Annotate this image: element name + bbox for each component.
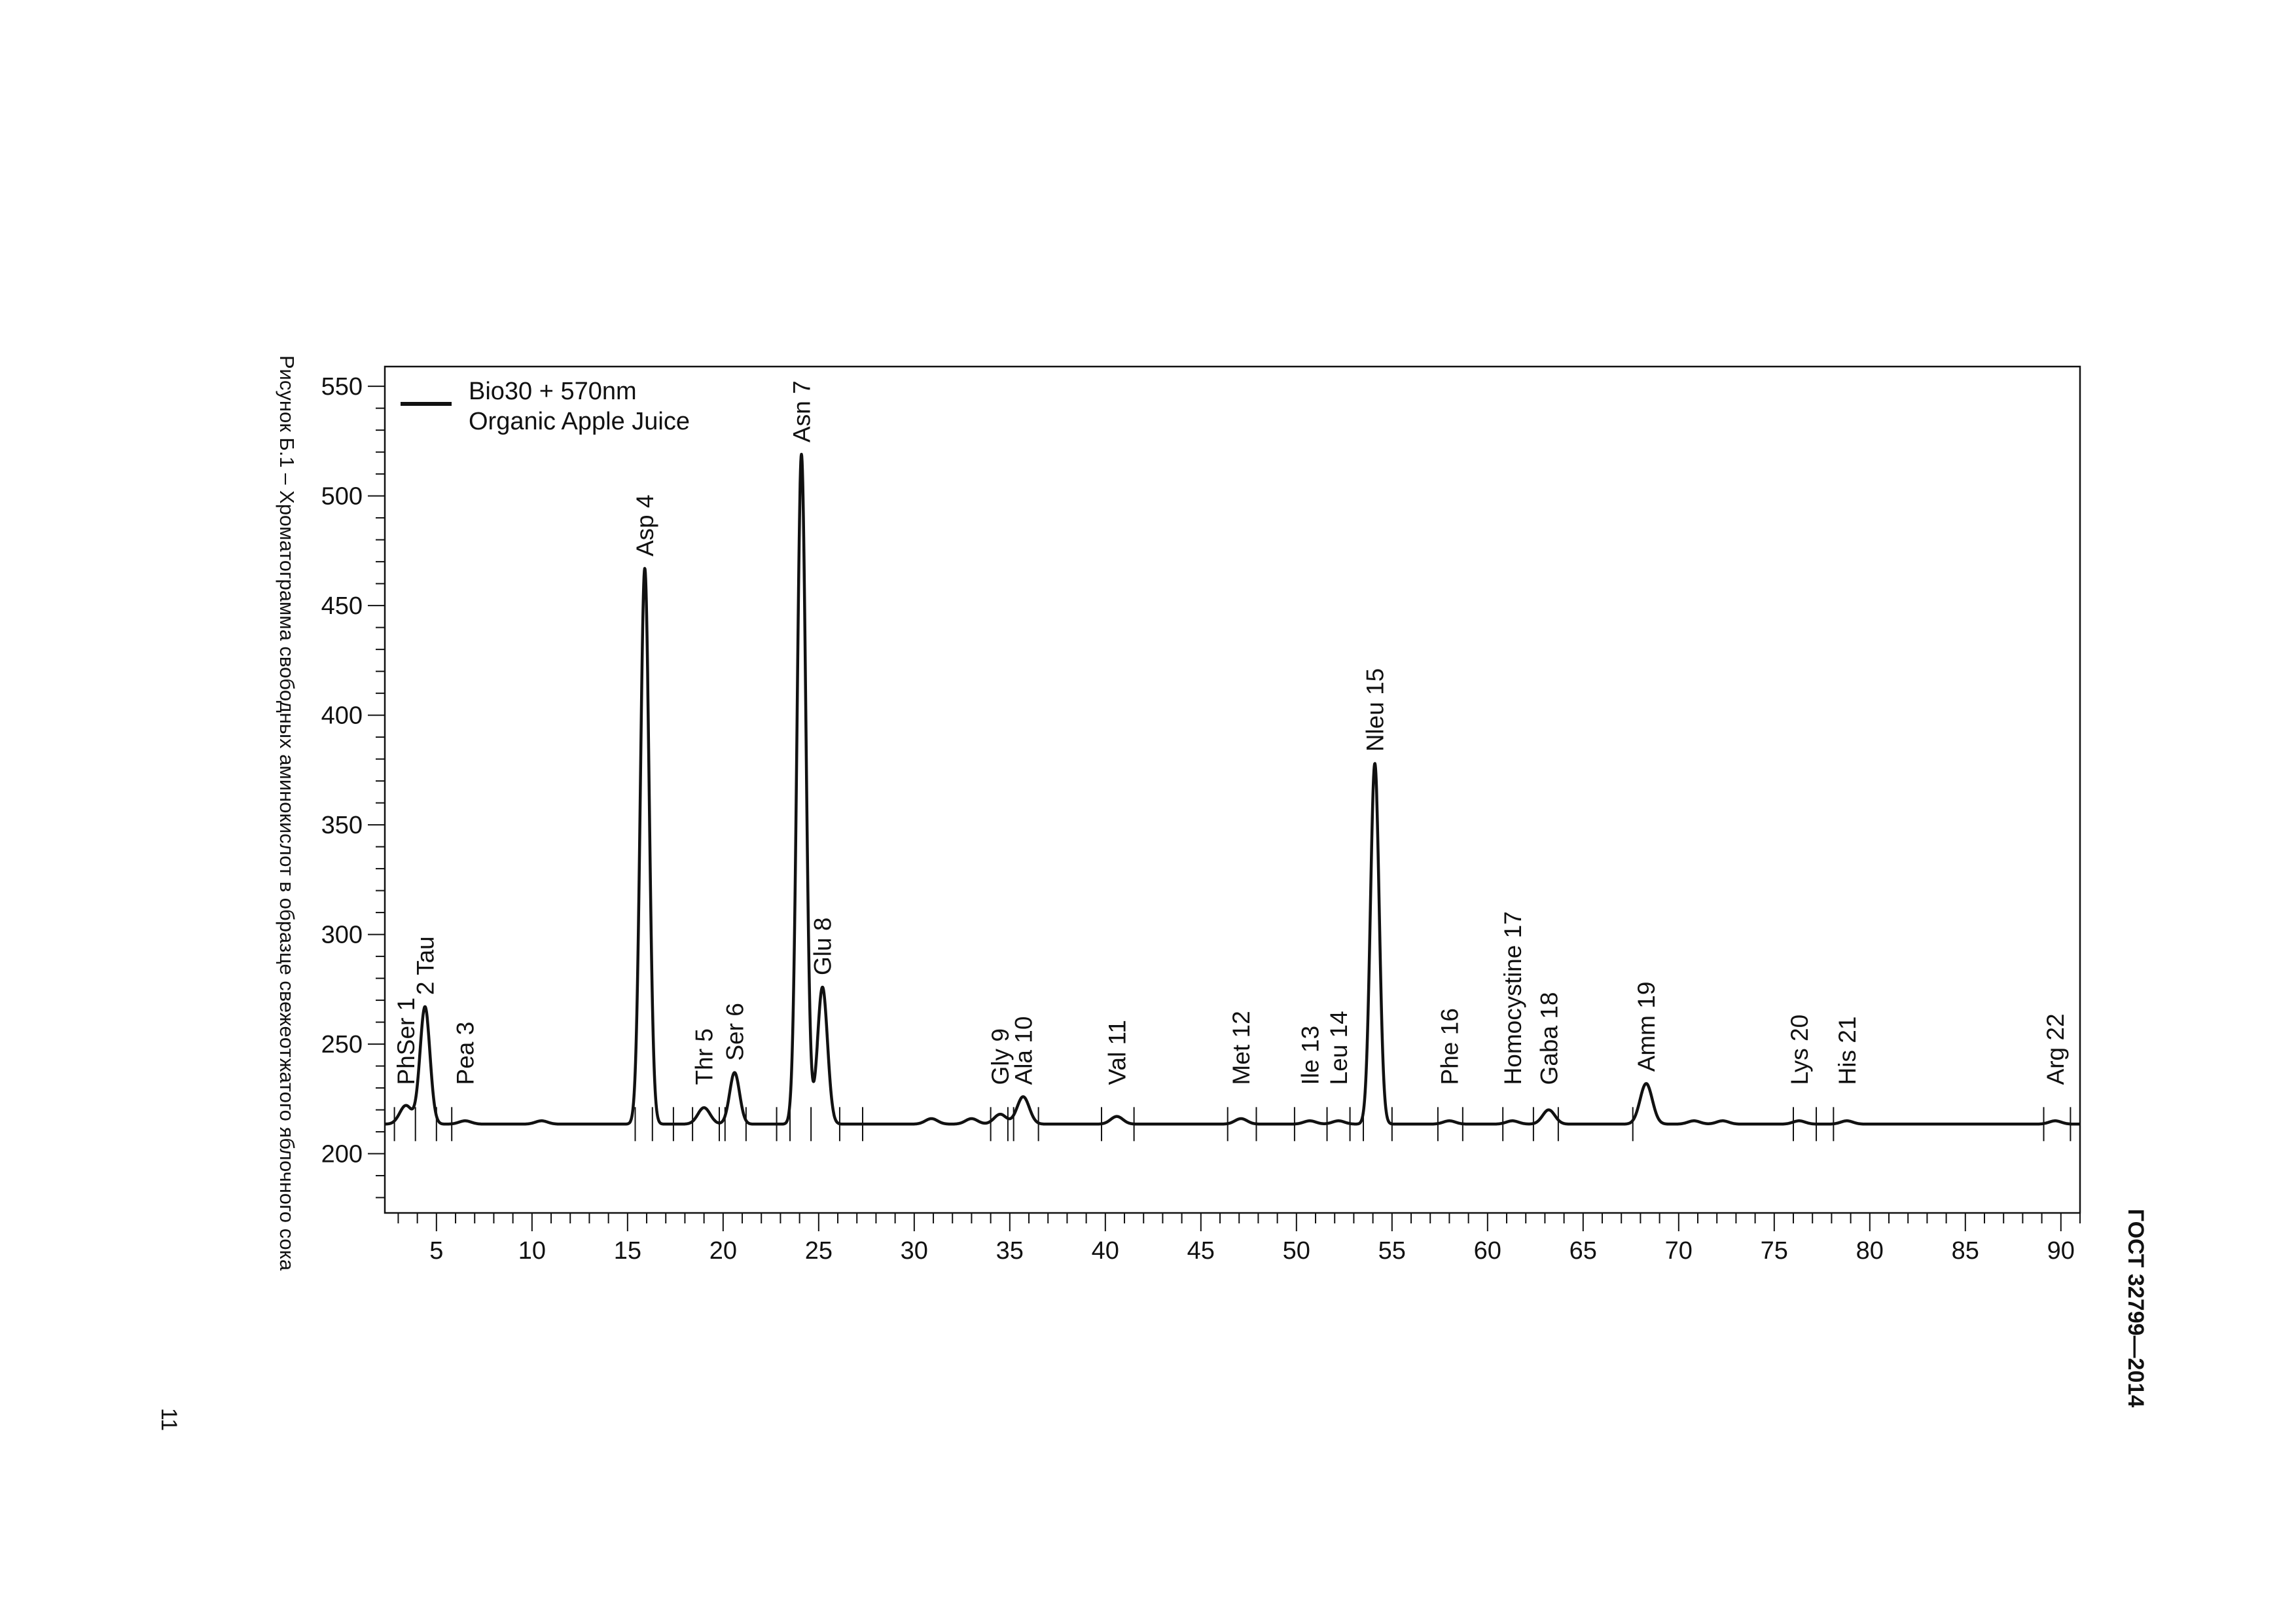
x-tick-label: 5 [429, 1237, 443, 1265]
x-tick-label: 40 [1092, 1237, 1119, 1265]
peak-label: Pea 3 [452, 1022, 479, 1085]
y-tick-label: 450 [321, 592, 363, 620]
y-tick-label: 300 [321, 922, 363, 949]
page-number: 11 [156, 1407, 181, 1431]
legend-line-2: Organic Apple Juice [469, 408, 690, 435]
standard-number: ГОСТ 32799—2014 [2123, 1208, 2148, 1407]
y-tick-label: 500 [321, 483, 363, 511]
peak-label: Met 12 [1228, 1011, 1255, 1085]
figure-caption: Рисунок Б.1 – Хроматограмма свободных ам… [276, 355, 299, 1271]
peak-label: Ser 6 [721, 1003, 748, 1060]
peak-label: PhSer 1 [393, 998, 420, 1085]
x-tick-label: 90 [2047, 1237, 2075, 1265]
x-tick-label: 30 [901, 1237, 928, 1265]
peak-label: Nleu 15 [1362, 668, 1389, 752]
peak-label: Ala 10 [1010, 1017, 1037, 1085]
x-tick-label: 65 [1570, 1237, 1597, 1265]
peak-label: Amm 19 [1633, 982, 1660, 1072]
peak-label: Homocystine 17 [1499, 911, 1526, 1085]
chromatogram-trace [384, 452, 2081, 1126]
plot-frame [384, 365, 2081, 1214]
x-tick-label: 80 [1856, 1237, 1884, 1265]
peak-label: Gaba 18 [1535, 992, 1562, 1085]
peak-label: Gly 9 [987, 1028, 1014, 1085]
x-tick-label: 10 [518, 1237, 546, 1265]
x-tick-label: 50 [1283, 1237, 1310, 1265]
peak-label: Asp 4 [632, 495, 658, 557]
y-tick-label: 200 [321, 1141, 363, 1168]
x-tick-label: 55 [1378, 1237, 1406, 1265]
x-tick-label: 75 [1761, 1237, 1788, 1265]
x-tick-label: 25 [805, 1237, 833, 1265]
legend-line-1: Bio30 + 570nm [469, 378, 637, 405]
x-tick-label: 20 [709, 1237, 737, 1265]
peak-label: Val 11 [1103, 1020, 1130, 1085]
peak-label: Ile 13 [1297, 1026, 1323, 1085]
peak-label: Glu 8 [810, 918, 836, 975]
x-tick-label: 45 [1187, 1237, 1215, 1265]
y-tick-label: 400 [321, 702, 363, 730]
y-tick-label: 550 [321, 373, 363, 401]
peak-label: 2 Tau [412, 936, 439, 995]
peak-label: Lys 20 [1786, 1015, 1813, 1085]
peak-label: Leu 14 [1325, 1011, 1352, 1085]
y-tick-label: 250 [321, 1031, 363, 1058]
y-tick-label: 350 [321, 812, 363, 839]
x-tick-label: 35 [996, 1237, 1024, 1265]
x-tick-label: 60 [1474, 1237, 1501, 1265]
peak-label: Arg 22 [2042, 1013, 2069, 1085]
peak-label: Thr 5 [691, 1028, 718, 1085]
x-tick-label: 85 [1952, 1237, 1979, 1265]
peak-label: Phe 16 [1436, 1008, 1463, 1085]
x-tick-label: 70 [1665, 1237, 1693, 1265]
peak-label: Asn 7 [789, 380, 816, 442]
x-tick-label: 15 [614, 1237, 641, 1265]
peak-label: His 21 [1834, 1017, 1861, 1085]
